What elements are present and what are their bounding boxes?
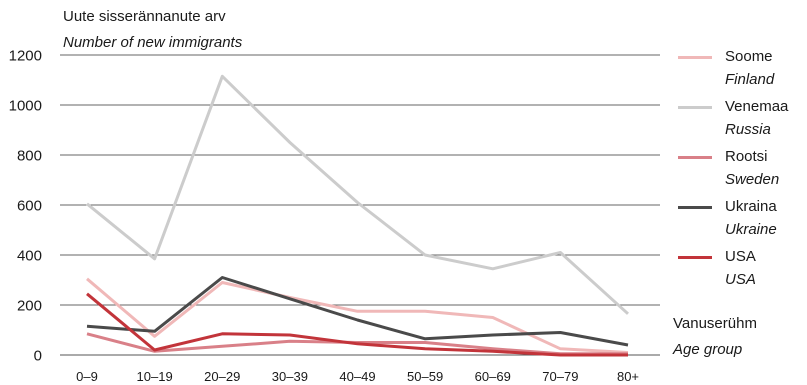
x-tick-label: 10–19	[137, 369, 173, 384]
series-line-russia	[86, 74, 630, 315]
y-tick-label: 0	[34, 348, 42, 365]
x-tick-label: 50–59	[407, 369, 443, 384]
legend-swatch	[678, 206, 712, 209]
legend-swatch	[678, 156, 712, 159]
legend-item-finland: Soome Finland	[678, 46, 803, 96]
legend-item-usa: USA USA	[678, 246, 803, 296]
legend-label: Venemaa	[725, 98, 789, 115]
series-line-ukraine	[86, 276, 629, 347]
x-axis-label: Vanuserühm	[673, 315, 757, 332]
legend-label-english: Russia	[725, 121, 771, 138]
legend-label-english: Finland	[725, 71, 775, 88]
legend-item-ukraine: Ukraina Ukraine	[678, 196, 803, 246]
legend: Soome Finland Venemaa Russia Rootsi Swed…	[678, 46, 803, 296]
x-tick-labels: 0–9 10–19 20–29 30–39 40–49 50–59 60–69 70–79 80…	[76, 369, 639, 384]
x-tick-label: 60–69	[475, 369, 511, 384]
legend-label: USA	[725, 248, 756, 265]
y-tick-label: 1000	[9, 98, 42, 115]
y-tick-labels: 0 200 400 600 800 1000 1200	[9, 48, 42, 365]
y-tick-label: 400	[17, 248, 42, 265]
legend-label: Ukraina	[725, 198, 777, 215]
x-tick-label: 70–79	[542, 369, 578, 384]
series-line-usa	[86, 292, 628, 357]
series-lines	[86, 74, 630, 357]
y-tick-label: 200	[17, 298, 42, 315]
legend-label: Rootsi	[725, 148, 768, 165]
legend-label: Soome	[725, 48, 773, 65]
x-tick-label: 40–49	[339, 369, 375, 384]
y-tick-label: 1200	[9, 48, 42, 65]
legend-label-english: Sweden	[725, 171, 780, 188]
series-line-finland	[86, 277, 629, 354]
x-tick-label: 0–9	[76, 369, 98, 384]
y-tick-label: 800	[17, 148, 42, 165]
legend-swatch	[678, 56, 712, 59]
x-tick-label: 80+	[617, 369, 639, 384]
legend-swatch	[678, 106, 712, 109]
y-axis-label-english: Number of new immigrants	[63, 34, 243, 51]
y-axis-label: Uute sisserännanute arv	[63, 8, 226, 25]
x-tick-label: 30–39	[272, 369, 308, 384]
y-tick-label: 600	[17, 198, 42, 215]
legend-label-english: Ukraine	[725, 221, 777, 238]
x-tick-label: 20–29	[204, 369, 240, 384]
legend-swatch	[678, 256, 712, 259]
legend-label-english: USA	[725, 271, 756, 288]
legend-item-sweden: Rootsi Sweden	[678, 146, 803, 196]
legend-item-russia: Venemaa Russia	[678, 96, 803, 146]
x-axis-label-english: Age group	[673, 341, 743, 358]
